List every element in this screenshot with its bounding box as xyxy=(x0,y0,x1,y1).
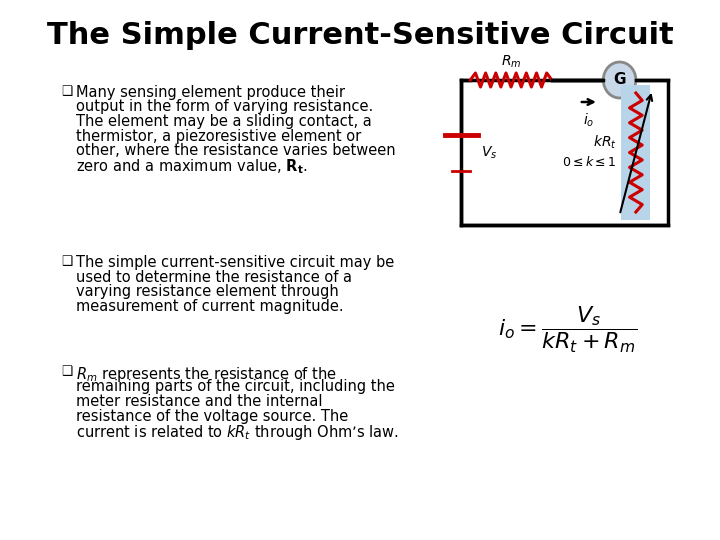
Text: zero and a maximum value, $\mathbf{R_t}$.: zero and a maximum value, $\mathbf{R_t}$… xyxy=(76,158,307,176)
Text: thermistor, a piezoresistive element or: thermistor, a piezoresistive element or xyxy=(76,129,361,144)
Text: remaining parts of the circuit, including the: remaining parts of the circuit, includin… xyxy=(76,380,395,395)
Text: ❑: ❑ xyxy=(61,85,73,98)
Bar xyxy=(621,85,650,220)
Text: current is related to $kR_t$ through Ohm’s law.: current is related to $kR_t$ through Ohm… xyxy=(76,423,399,442)
Text: $i_o$: $i_o$ xyxy=(583,112,595,130)
Text: $R_m$: $R_m$ xyxy=(501,53,521,70)
Text: The Simple Current-Sensitive Circuit: The Simple Current-Sensitive Circuit xyxy=(47,21,673,50)
Text: other, where the resistance varies between: other, where the resistance varies betwe… xyxy=(76,143,395,158)
Text: $V_s$: $V_s$ xyxy=(481,144,498,161)
Text: $i_o = \dfrac{V_s}{kR_t + R_m}$: $i_o = \dfrac{V_s}{kR_t + R_m}$ xyxy=(498,305,638,355)
Text: ❑: ❑ xyxy=(61,255,73,268)
Text: resistance of the voltage source. The: resistance of the voltage source. The xyxy=(76,408,348,423)
Text: Many sensing element produce their: Many sensing element produce their xyxy=(76,85,345,100)
Text: The simple current-sensitive circuit may be: The simple current-sensitive circuit may… xyxy=(76,255,395,270)
Bar xyxy=(462,80,667,225)
Text: ❑: ❑ xyxy=(61,365,73,378)
Text: $kR_t$: $kR_t$ xyxy=(593,134,617,151)
Text: The element may be a sliding contact, a: The element may be a sliding contact, a xyxy=(76,114,372,129)
Text: used to determine the resistance of a: used to determine the resistance of a xyxy=(76,269,352,285)
Text: output in the form of varying resistance.: output in the form of varying resistance… xyxy=(76,99,373,114)
Circle shape xyxy=(603,62,636,98)
Text: $0 \leq k \leq 1$: $0 \leq k \leq 1$ xyxy=(562,156,617,170)
Text: varying resistance element through: varying resistance element through xyxy=(76,284,338,299)
Text: $R_m$ represents the resistance of the: $R_m$ represents the resistance of the xyxy=(76,365,337,384)
Text: meter resistance and the internal: meter resistance and the internal xyxy=(76,394,323,409)
Text: measurement of current magnitude.: measurement of current magnitude. xyxy=(76,299,343,314)
Text: G: G xyxy=(613,72,626,87)
